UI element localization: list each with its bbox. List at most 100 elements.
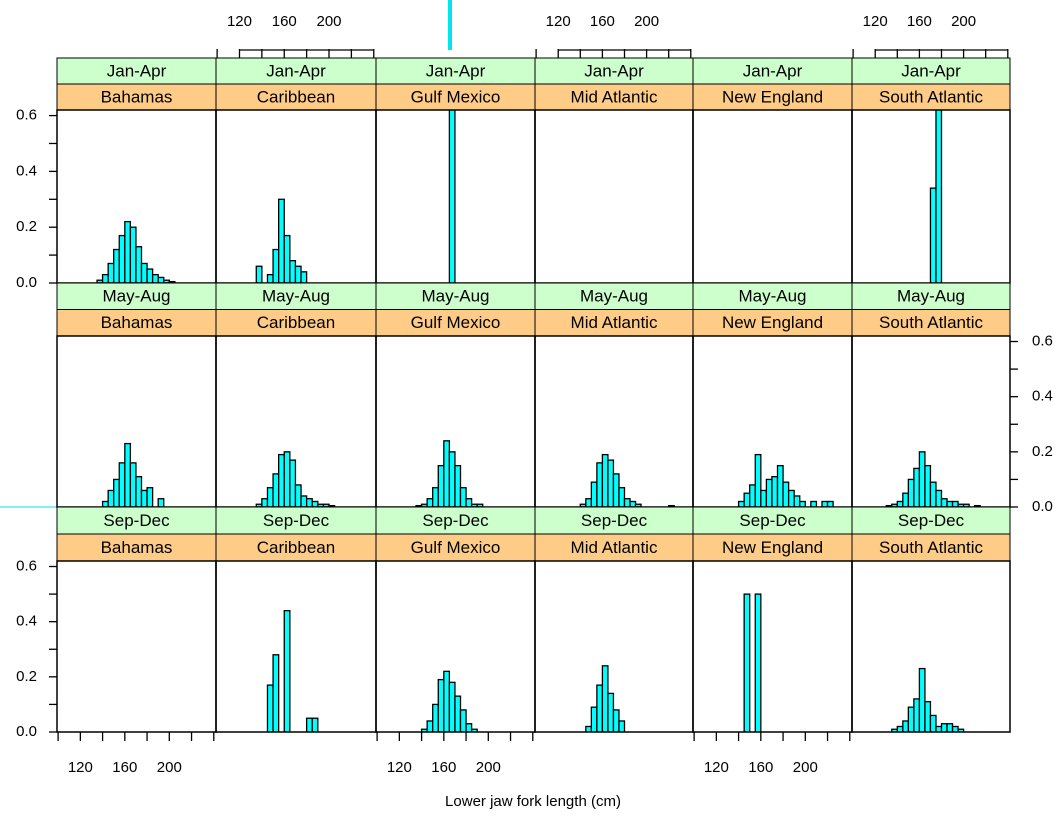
bar [432, 703, 439, 732]
x-tick-label: 120 [68, 759, 93, 776]
panel-border [215, 109, 377, 284]
season-strip [851, 57, 1011, 85]
region-strip [851, 83, 1011, 111]
bar [255, 265, 263, 283]
x-tick-label: 200 [951, 13, 976, 30]
bar [810, 500, 818, 507]
region-strip [56, 533, 217, 562]
bar [951, 725, 959, 732]
season-strip [375, 57, 536, 85]
bar [278, 198, 285, 283]
season-label: May-Aug [580, 287, 648, 306]
bar [459, 487, 467, 507]
bar [612, 709, 620, 732]
season-strip [375, 506, 536, 535]
x-tick-label: 120 [546, 13, 571, 30]
region-label: New England [722, 87, 823, 106]
bar [135, 246, 143, 283]
region-label: Gulf Mexico [411, 87, 501, 106]
season-label: May-Aug [738, 287, 806, 306]
bar [289, 459, 297, 507]
bar [266, 487, 274, 507]
region-strip [692, 309, 853, 337]
bar [935, 489, 943, 507]
bar [465, 498, 473, 507]
season-label: Sep-Dec [103, 511, 170, 530]
bar [129, 226, 137, 283]
y-tick-label: 0.2 [16, 668, 37, 685]
panel-border [534, 109, 694, 284]
bar [146, 268, 154, 283]
season-strip [851, 506, 1011, 535]
bar [760, 489, 768, 507]
region-strip [692, 83, 853, 111]
region-label: Bahamas [101, 538, 173, 557]
bar [113, 478, 120, 507]
bar [924, 701, 932, 732]
season-strip [692, 506, 853, 535]
bar [754, 453, 762, 507]
bar [118, 462, 126, 507]
bar [261, 498, 269, 507]
bar [743, 492, 751, 507]
y-tick-label: 0.6 [16, 107, 37, 124]
panel-border [692, 560, 853, 733]
x-tick-label: 160 [590, 13, 615, 30]
panel-bars [101, 442, 165, 507]
y-tick-label: 0.6 [1032, 332, 1053, 349]
season-label: Jan-Apr [743, 61, 803, 80]
panel-bars [96, 220, 176, 283]
bar [135, 476, 143, 507]
season-label: Sep-Dec [898, 511, 965, 530]
bar [618, 720, 626, 732]
season-strip [692, 57, 853, 85]
bar [283, 234, 291, 283]
bar [935, 725, 943, 732]
season-strip [215, 57, 377, 85]
bar [612, 473, 620, 507]
bar [305, 498, 313, 507]
bar [957, 728, 965, 732]
bar [300, 495, 308, 507]
panel-bars [255, 451, 336, 507]
region-label: South Atlantic [879, 313, 983, 332]
x-tick-label: 120 [863, 13, 888, 30]
bar [935, 110, 943, 283]
bar [140, 489, 148, 507]
region-label: Bahamas [101, 87, 173, 106]
bar [601, 665, 609, 732]
bar [157, 498, 165, 507]
bar [443, 440, 451, 507]
bar [426, 498, 434, 507]
bar [793, 495, 801, 507]
bar [157, 276, 165, 283]
bar [940, 723, 948, 732]
region-strip [56, 309, 217, 337]
x-tick-label: 200 [157, 759, 182, 776]
season-label: May-Aug [102, 287, 170, 306]
bar [940, 498, 948, 507]
bar [272, 248, 280, 283]
x-tick-label: 160 [112, 759, 137, 776]
region-strip [692, 533, 853, 562]
season-label: Jan-Apr [107, 61, 167, 80]
bar [918, 451, 926, 507]
bar [124, 220, 132, 283]
season-label: Sep-Dec [739, 511, 806, 530]
season-label: Jan-Apr [901, 61, 961, 80]
y-tick-label: 0.0 [16, 723, 37, 740]
x-tick-label: 200 [316, 13, 341, 30]
region-strip [851, 533, 1011, 562]
bar [294, 484, 302, 507]
x-tick-label: 120 [704, 759, 729, 776]
bar [454, 695, 462, 732]
bar [101, 500, 109, 507]
bar [266, 684, 274, 732]
panel-bars [579, 453, 675, 507]
region-label: South Atlantic [879, 87, 983, 106]
bar [272, 473, 280, 507]
bar [623, 498, 631, 507]
bar [737, 500, 745, 507]
bar [749, 484, 756, 507]
bar [826, 500, 834, 507]
